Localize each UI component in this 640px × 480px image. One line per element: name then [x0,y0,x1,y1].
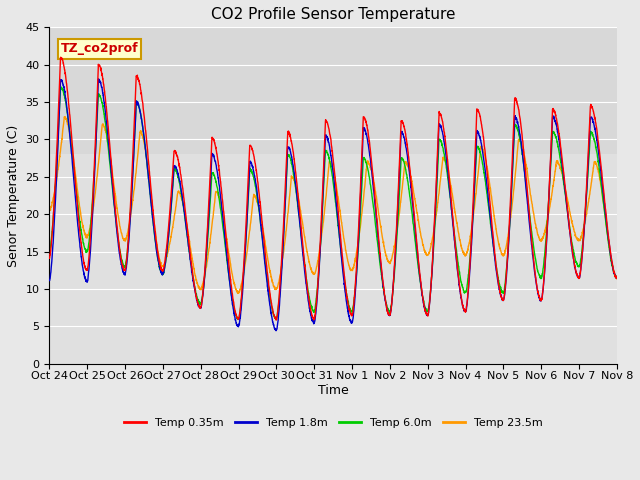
Y-axis label: Senor Temperature (C): Senor Temperature (C) [7,124,20,266]
Bar [49,27,617,155]
X-axis label: Time: Time [317,384,349,397]
Text: TZ_co2prof: TZ_co2prof [61,42,138,55]
Title: CO2 Profile Sensor Temperature: CO2 Profile Sensor Temperature [211,7,455,22]
Legend: Temp 0.35m, Temp 1.8m, Temp 6.0m, Temp 23.5m: Temp 0.35m, Temp 1.8m, Temp 6.0m, Temp 2… [120,413,547,432]
